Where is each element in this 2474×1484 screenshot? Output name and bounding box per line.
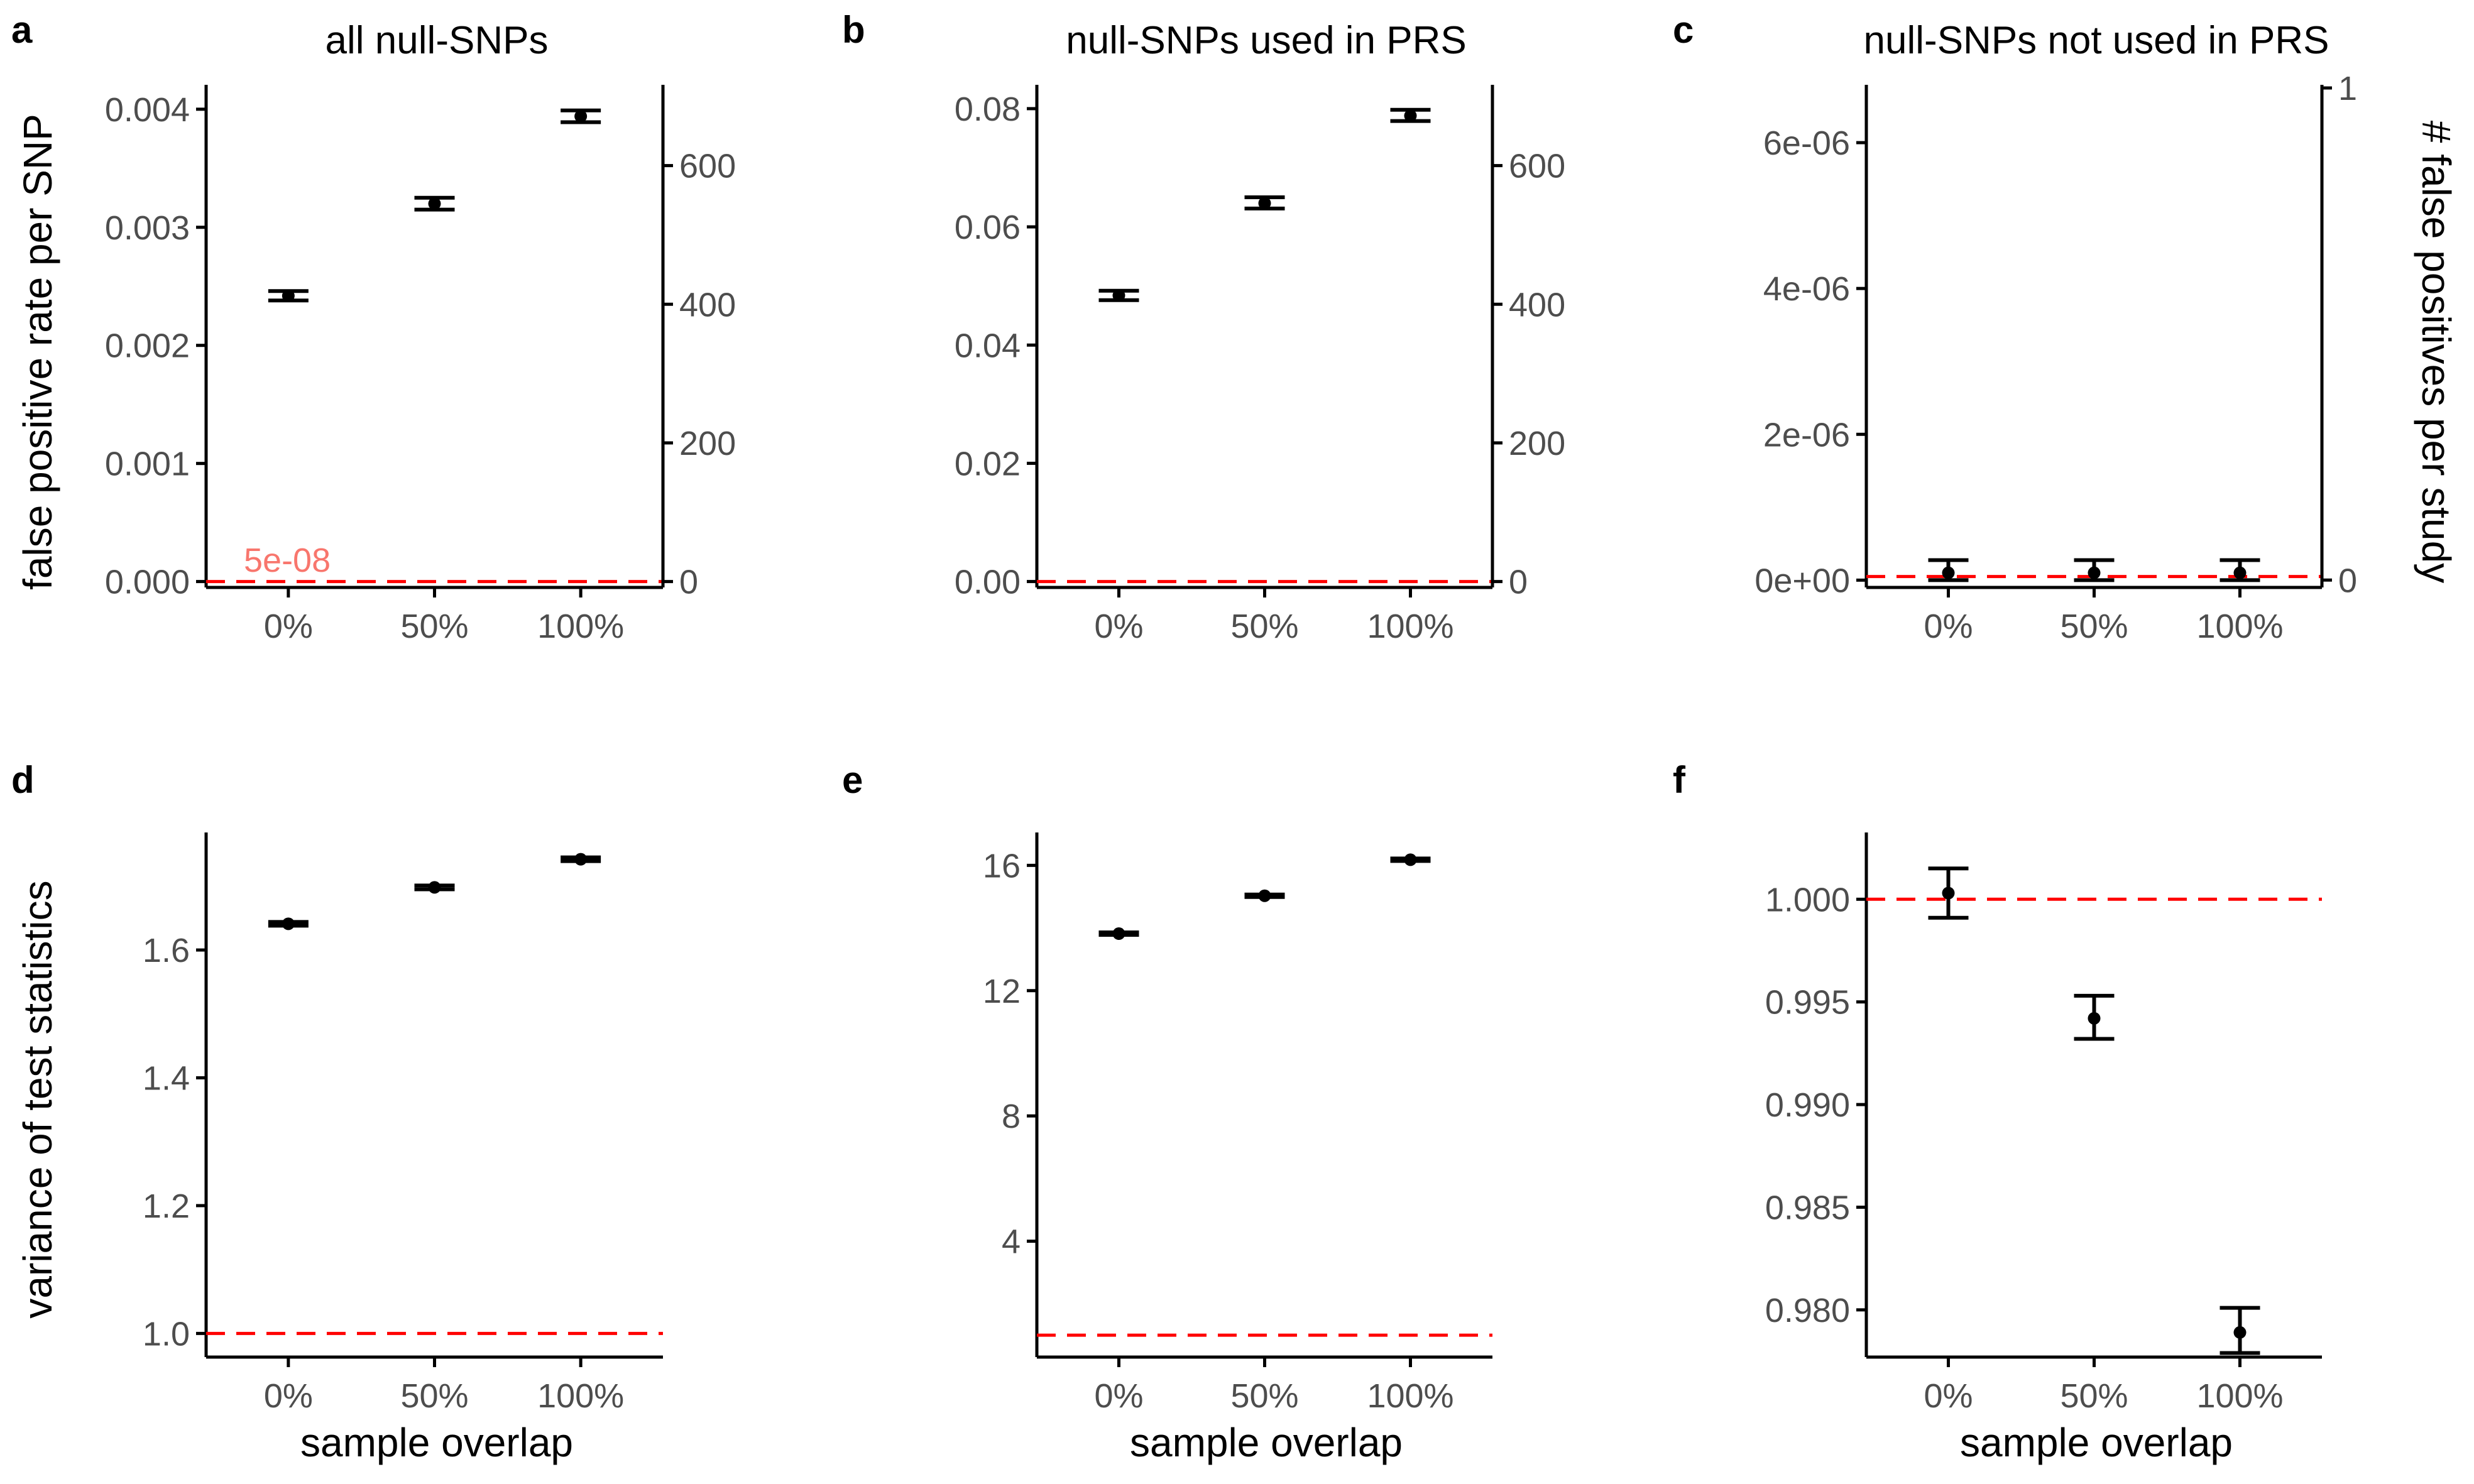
data-point-b-2 xyxy=(1404,109,1417,123)
y2-tick-label-c-0: 0 xyxy=(2338,562,2357,599)
y-tick-label-b-2: 0.04 xyxy=(955,327,1021,364)
y2-tick-label-b-1: 200 xyxy=(1509,425,1565,462)
y2-tick-label-a-1: 200 xyxy=(679,425,736,462)
data-point-c-2 xyxy=(2233,566,2247,579)
x-tick-label-c-1: 50% xyxy=(2060,608,2128,645)
y2-tick-label-c-1: 1 xyxy=(2338,70,2357,107)
y-tick-label-d-3: 1.6 xyxy=(143,932,190,969)
y-axis-title-top-left: false positive rate per SNP xyxy=(15,114,60,590)
y-tick-label-b-0: 0.00 xyxy=(955,564,1021,601)
panel-d: d xyxy=(11,759,35,801)
panel-title-a: all null-SNPs xyxy=(326,19,549,62)
y-tick-label-e-2: 12 xyxy=(983,973,1021,1010)
y-tick-label-b-3: 0.06 xyxy=(955,209,1021,246)
data-point-e-0 xyxy=(1112,927,1125,941)
y-tick-label-a-3: 0.003 xyxy=(105,209,190,247)
x-tick-label-a-1: 50% xyxy=(400,608,468,645)
x-tick-label-c-2: 100% xyxy=(2196,608,2283,645)
x-tick-label-b-2: 100% xyxy=(1367,608,1453,645)
y2-tick-label-b-2: 400 xyxy=(1509,286,1565,324)
y-tick-label-d-1: 1.2 xyxy=(143,1187,190,1225)
data-point-c-1 xyxy=(2088,566,2101,579)
y2-tick-label-a-0: 0 xyxy=(679,564,698,601)
y-tick-label-c-1: 2e-06 xyxy=(1763,416,1850,454)
data-point-a-2 xyxy=(574,110,588,123)
y-tick-label-f-0: 0.980 xyxy=(1765,1292,1850,1329)
y-tick-label-b-1: 0.02 xyxy=(955,445,1021,483)
x-tick-label-f-2: 100% xyxy=(2196,1377,2283,1415)
y-tick-label-d-2: 1.4 xyxy=(143,1060,190,1098)
y-tick-label-c-2: 4e-06 xyxy=(1763,270,1850,308)
panel-letter-e: e xyxy=(842,759,863,801)
y-tick-label-e-3: 16 xyxy=(983,847,1021,885)
panel-letter-c: c xyxy=(1673,9,1694,51)
x-tick-label-d-0: 0% xyxy=(264,1377,313,1415)
panel-b: b null-SNPs used in PRS xyxy=(842,9,1467,62)
data-point-d-2 xyxy=(574,853,588,866)
data-point-c-0 xyxy=(1942,566,1955,579)
data-point-f-0 xyxy=(1942,887,1955,900)
x-tick-label-e-1: 50% xyxy=(1230,1377,1298,1415)
y-tick-label-a-2: 0.002 xyxy=(105,327,190,365)
y-tick-label-a-4: 0.004 xyxy=(105,91,190,129)
panel-c: c null-SNPs not used in PRS xyxy=(1673,9,2329,62)
y-tick-label-c-0: 0e+00 xyxy=(1754,562,1850,599)
y-tick-label-e-1: 8 xyxy=(1002,1098,1021,1135)
y-tick-label-f-1: 0.985 xyxy=(1765,1189,1850,1226)
refline-annotation: 5e-08 xyxy=(244,542,331,579)
panel-letter-f: f xyxy=(1673,759,1686,801)
panel-title-c: null-SNPs not used in PRS xyxy=(1864,19,2329,62)
y2-tick-label-b-0: 0 xyxy=(1509,564,1528,601)
panel-letter-d: d xyxy=(11,759,35,801)
x-tick-label-b-0: 0% xyxy=(1094,608,1143,645)
y-tick-label-a-0: 0.000 xyxy=(105,564,190,601)
x-axis-title-e: sample overlap xyxy=(1130,1420,1403,1465)
y-axis-title-top-right: # false positives per study xyxy=(2414,121,2459,583)
panel-f: f xyxy=(1673,759,1686,801)
data-point-a-1 xyxy=(428,197,441,210)
x-tick-label-e-0: 0% xyxy=(1094,1377,1143,1415)
data-point-d-1 xyxy=(428,881,441,894)
data-point-a-0 xyxy=(282,289,295,302)
data-point-e-1 xyxy=(1258,889,1271,902)
y-tick-label-c-3: 6e-06 xyxy=(1763,124,1850,162)
x-tick-label-d-2: 100% xyxy=(537,1377,624,1415)
panel-letter-b: b xyxy=(842,9,865,51)
y-tick-label-d-0: 1.0 xyxy=(143,1315,190,1353)
data-point-b-0 xyxy=(1112,289,1125,302)
data-point-d-0 xyxy=(282,917,295,930)
y2-tick-label-b-3: 600 xyxy=(1509,148,1565,185)
x-tick-label-e-2: 100% xyxy=(1367,1377,1453,1415)
panel-letter-a: a xyxy=(11,9,33,51)
data-point-f-2 xyxy=(2233,1326,2247,1339)
y-tick-label-a-1: 0.001 xyxy=(105,445,190,483)
y-axis-title-bottom-left: variance of test statistics xyxy=(15,880,60,1318)
x-tick-label-a-0: 0% xyxy=(264,608,313,645)
x-axis-title-f: sample overlap xyxy=(1960,1420,2233,1465)
panel-e: e xyxy=(842,759,863,801)
data-point-e-2 xyxy=(1404,853,1417,866)
data-point-b-1 xyxy=(1258,197,1271,210)
y2-tick-label-a-3: 600 xyxy=(679,148,736,185)
y-tick-label-f-4: 1.000 xyxy=(1765,881,1850,919)
y-tick-label-b-4: 0.08 xyxy=(955,90,1021,128)
y-tick-label-f-3: 0.995 xyxy=(1765,984,1850,1022)
x-tick-label-c-0: 0% xyxy=(1924,608,1973,645)
x-tick-label-f-1: 50% xyxy=(2060,1377,2128,1415)
panel-title-b: null-SNPs used in PRS xyxy=(1066,19,1467,62)
panel-a: a all null-SNPs xyxy=(11,9,548,62)
x-tick-label-b-1: 50% xyxy=(1230,608,1298,645)
x-tick-label-a-2: 100% xyxy=(537,608,624,645)
y2-tick-label-a-2: 400 xyxy=(679,286,736,324)
x-axis-title-d: sample overlap xyxy=(300,1420,573,1465)
y-tick-label-e-0: 4 xyxy=(1002,1223,1021,1261)
x-tick-label-f-0: 0% xyxy=(1924,1377,1973,1415)
data-point-f-1 xyxy=(2088,1012,2101,1025)
x-tick-label-d-1: 50% xyxy=(400,1377,468,1415)
y-tick-label-f-2: 0.990 xyxy=(1765,1086,1850,1124)
